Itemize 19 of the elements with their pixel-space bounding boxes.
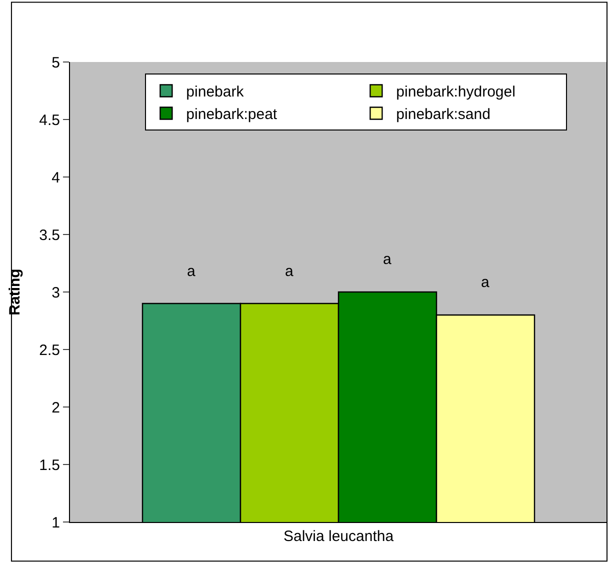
annotation: a [285,263,294,280]
legend-label: pinebark [186,84,244,101]
y-tick-label: 2 [52,399,60,416]
y-tick-label: 2.5 [39,342,60,359]
legend-label: pinebark:peat [186,106,278,124]
annotation: a [187,263,196,280]
annotation: a [383,251,392,268]
y-tick-label: 1 [52,514,60,532]
x-tick-label: Salvia leucantha [283,528,394,545]
y-tick-label: 4 [52,169,60,186]
annotation: a [481,274,490,291]
y-axis-title: Rating [6,268,24,316]
legend-label: pinebark:hydrogel [396,84,516,101]
legend-label: pinebark:sand [396,106,490,124]
y-tick-label: 4.5 [39,112,60,129]
y-tick-label: 5 [52,54,60,72]
y-tick-label: 1.5 [39,456,60,474]
y-tick-label: 3.5 [39,226,60,244]
y-tick-label: 3 [52,284,60,302]
